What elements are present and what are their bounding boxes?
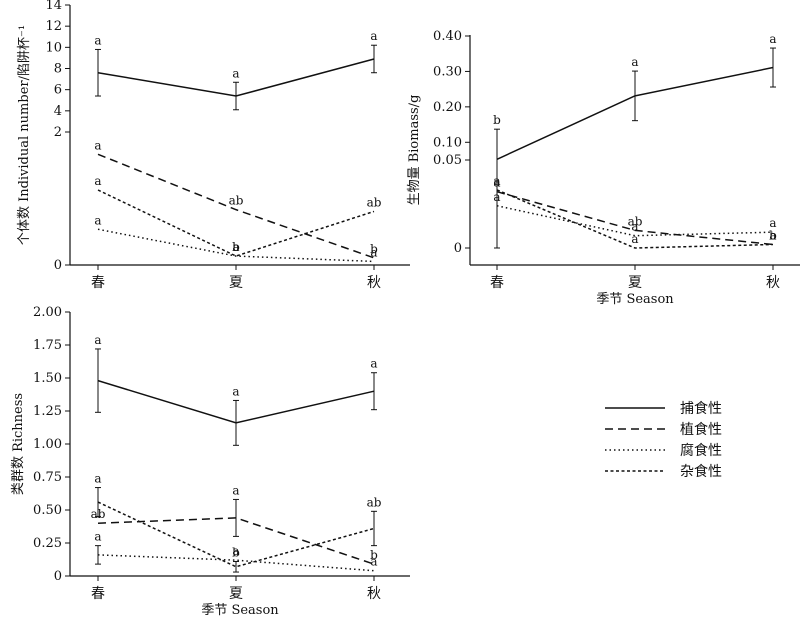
significance-label: a	[94, 138, 101, 152]
x-tick-label: 春	[91, 586, 105, 602]
y-tick-label: 0.75	[33, 470, 62, 485]
significance-label: b	[232, 545, 240, 559]
y-axis-label: 生物量 Biomass/g	[407, 95, 422, 206]
significance-label: a	[631, 55, 638, 69]
significance-label: a	[370, 555, 377, 569]
y-tick-label: 14	[45, 0, 62, 13]
x-tick-label: 秋	[367, 275, 381, 291]
significance-label: a	[769, 228, 776, 242]
significance-label: ab	[367, 195, 382, 209]
significance-label: ab	[628, 214, 643, 228]
significance-label: a	[232, 544, 239, 558]
significance-label: a	[493, 174, 500, 188]
panel-richness: 0 0.25 0.50 0.75 1.00 1.25 1.50 1.75 2.00 春 夏 秋 类群数 …	[11, 305, 410, 618]
significance-label: a	[94, 33, 101, 47]
series-line	[496, 189, 774, 249]
panel-individual-number: 0 2 4 6 8 10 12 14 春 夏 秋 个体数 Individual number/陷阱杯⁻…	[17, 0, 410, 291]
legend-label: 杂食性	[680, 463, 722, 480]
y-tick-label: 1.00	[33, 437, 62, 452]
series-line	[496, 190, 774, 246]
series-line	[97, 228, 375, 263]
y-axis-label: 个体数 Individual number/陷阱杯⁻¹	[17, 25, 32, 245]
significance-label: a	[94, 213, 101, 227]
x-tick-label: 夏	[229, 586, 243, 602]
significance-label: b	[493, 113, 501, 127]
x-axis-label: 季节 Season	[596, 292, 674, 307]
y-tick-label: 1.50	[33, 371, 62, 386]
y-tick-label: 8	[54, 62, 62, 77]
significance-label: a	[232, 483, 239, 497]
y-tick-label: 10	[45, 40, 62, 55]
series-line	[97, 501, 375, 568]
significance-label: a	[232, 66, 239, 80]
significance-label: b	[232, 240, 240, 254]
significance-label: a	[370, 29, 377, 43]
significance-label: b	[370, 548, 378, 562]
significance-label: a	[94, 333, 101, 347]
y-tick-label: 0.20	[433, 100, 462, 115]
y-tick-label: 1.25	[33, 404, 62, 419]
y-tick-label: 0.05	[433, 153, 462, 168]
significance-label: a	[493, 176, 500, 190]
x-tick-label: 春	[490, 275, 504, 291]
significance-label: a	[94, 530, 101, 544]
y-tick-label: 12	[45, 19, 62, 34]
y-tick-label: 0.40	[433, 29, 462, 44]
legend-label: 捕食性	[680, 400, 722, 417]
panel-biomass: 0 0.05 0.10 0.20 0.30 0.40 春 夏 秋 生物量 Biomass/g 季节 …	[407, 29, 800, 307]
significance-label: a	[631, 220, 638, 234]
y-tick-label: 0.50	[33, 503, 62, 518]
significance-label: a	[232, 240, 239, 254]
x-tick-label: 夏	[229, 275, 243, 291]
y-tick-label: 0	[54, 569, 62, 584]
significance-label: a	[631, 232, 638, 246]
series-line	[97, 517, 375, 565]
y-tick-label: 0.25	[33, 536, 62, 551]
x-axis-label: 季节 Season	[201, 603, 279, 618]
y-tick-label: 0.10	[433, 135, 462, 150]
y-tick-label: 0	[54, 258, 62, 273]
significance-label: b	[769, 228, 777, 242]
significance-label: a	[232, 384, 239, 398]
series-line	[97, 153, 375, 259]
significance-label: a	[94, 174, 101, 188]
significance-label: ab	[229, 194, 244, 208]
significance-label: a	[370, 245, 377, 259]
y-tick-label: 6	[54, 83, 62, 98]
series-line	[97, 189, 375, 257]
x-tick-label: 秋	[367, 586, 381, 602]
significance-label: a	[493, 190, 500, 204]
y-tick-label: 4	[54, 104, 62, 119]
x-tick-label: 夏	[628, 275, 642, 291]
x-tick-label: 春	[91, 275, 105, 291]
y-tick-label: 0	[454, 241, 462, 256]
y-tick-label: 2	[54, 125, 62, 140]
x-tick-label: 秋	[766, 275, 780, 291]
y-tick-label: 0.30	[433, 64, 462, 79]
significance-label: a	[769, 216, 776, 230]
legend-label: 腐食性	[680, 442, 722, 459]
significance-label: a	[94, 472, 101, 486]
significance-label: b	[370, 242, 378, 256]
y-axis-label: 类群数 Richness	[11, 393, 26, 495]
legend-label: 植食性	[680, 421, 722, 438]
significance-label: a	[769, 32, 776, 46]
significance-label: ab	[367, 495, 382, 509]
significance-label: a	[370, 357, 377, 371]
series-line	[97, 554, 375, 572]
y-tick-label: 1.75	[33, 338, 62, 353]
y-tick-label: 2.00	[33, 305, 62, 320]
